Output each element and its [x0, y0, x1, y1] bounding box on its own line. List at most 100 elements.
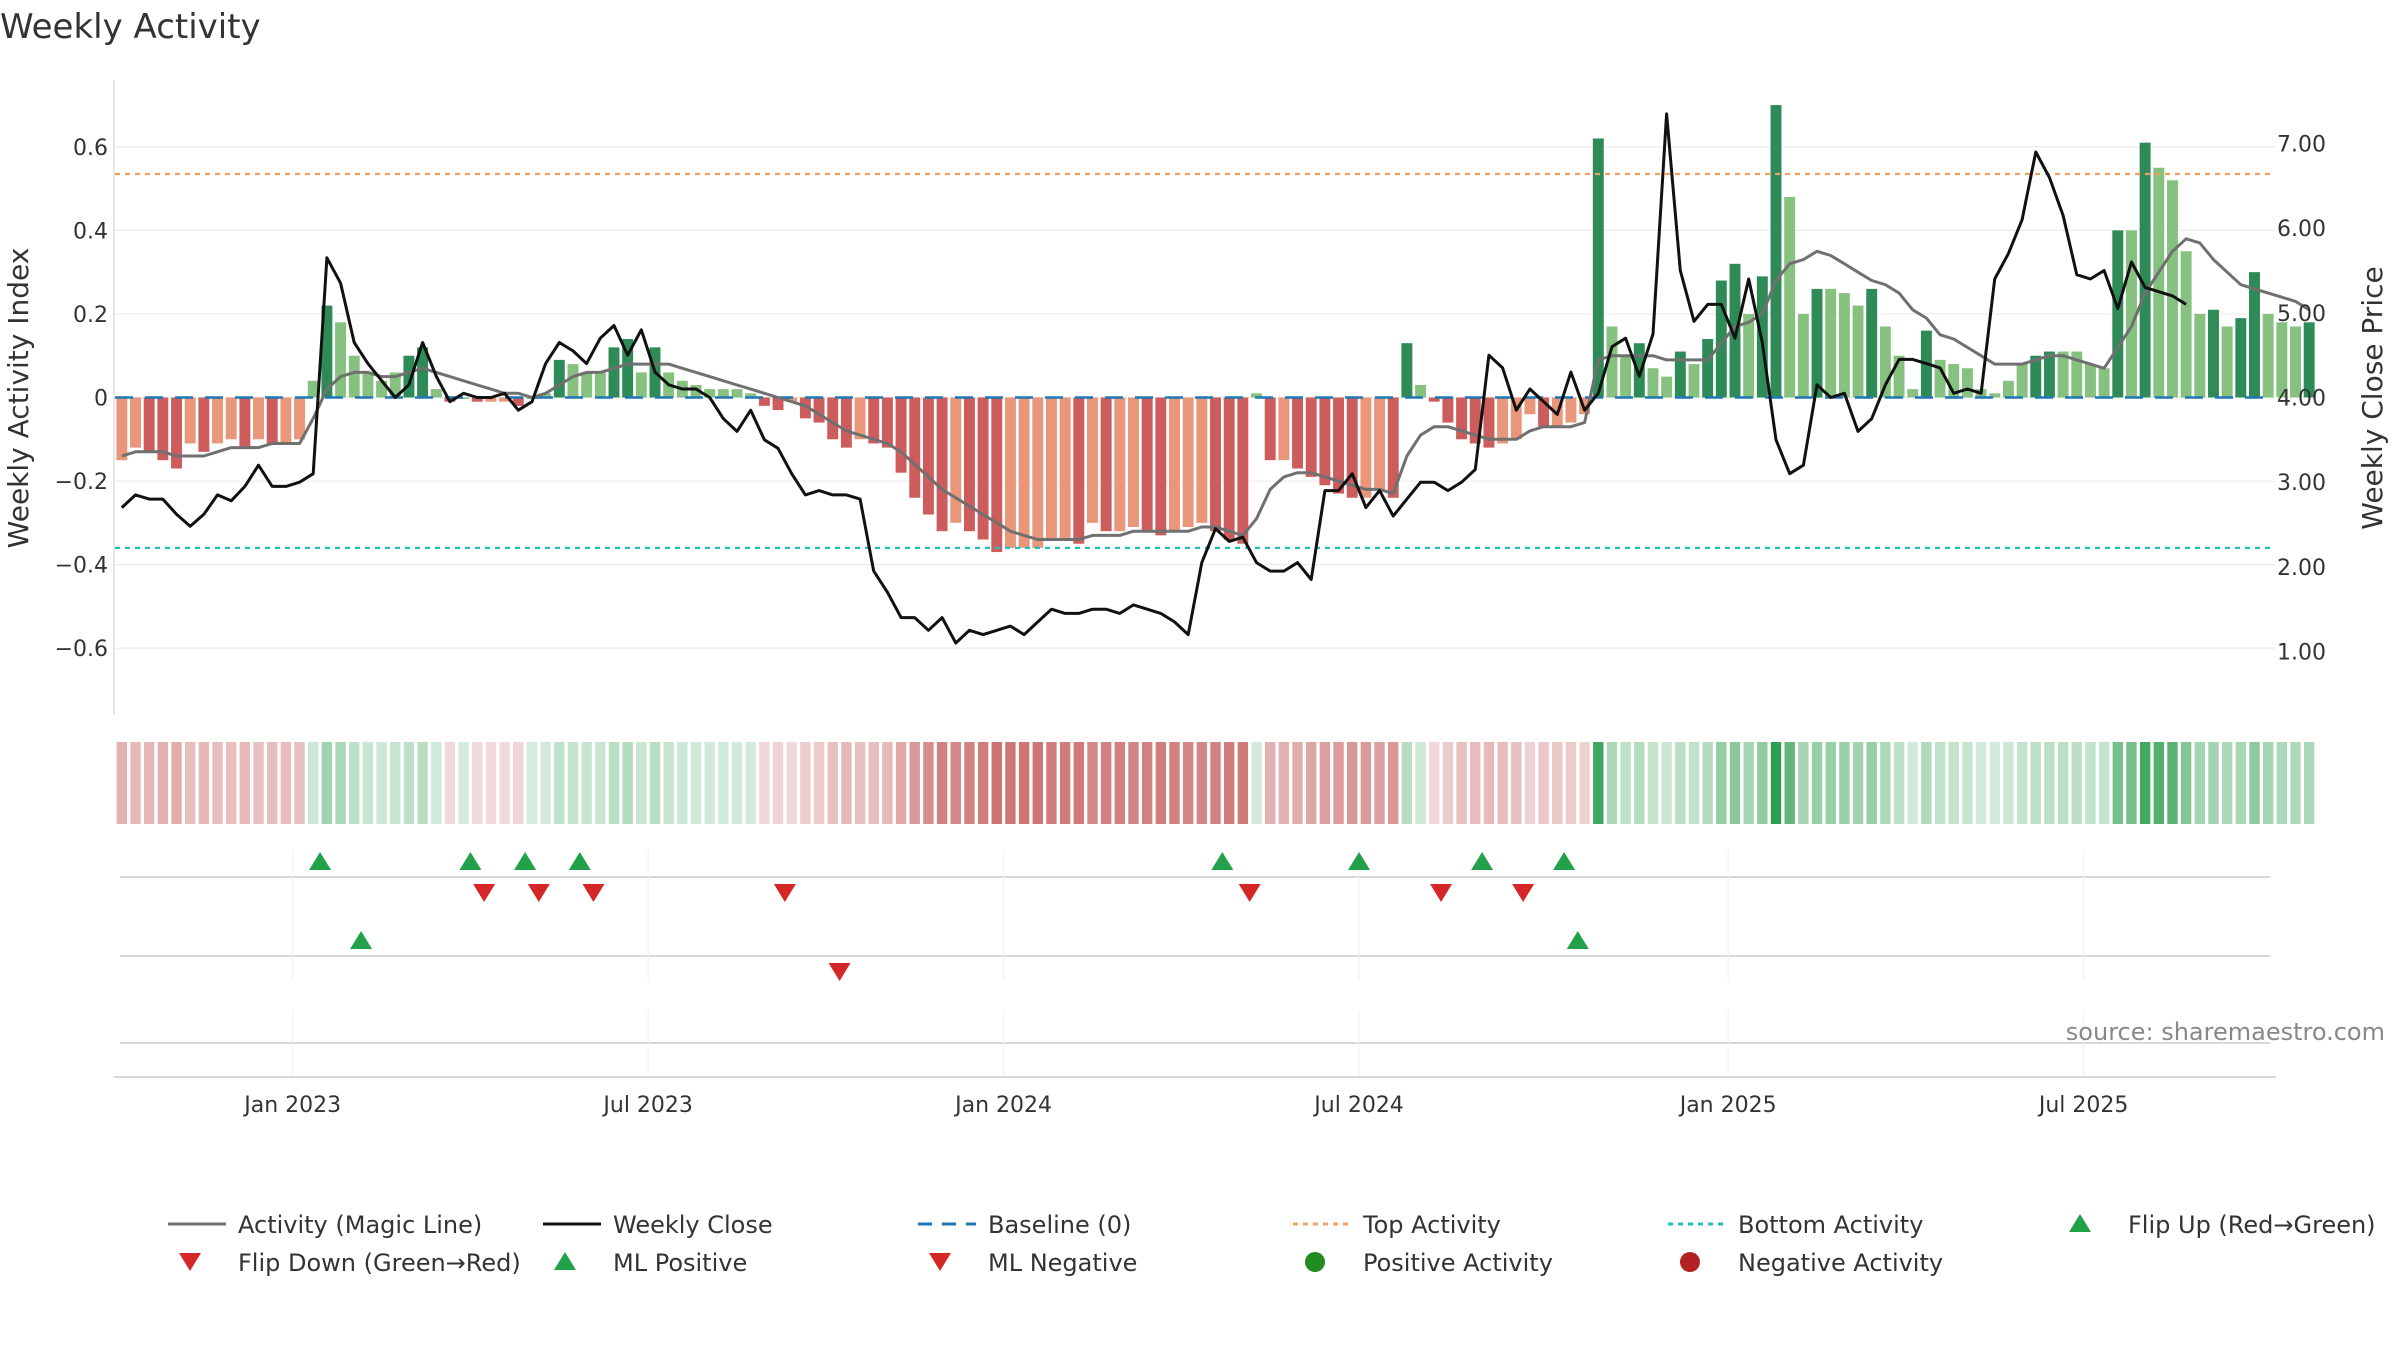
- heat-strip-cell: [308, 742, 319, 824]
- activity-bar: [499, 397, 511, 402]
- heat-strip-cell: [403, 742, 415, 824]
- y-right-tick-label: 5.00: [2277, 302, 2326, 327]
- heat-strip-cell: [1770, 742, 1782, 824]
- heat-strip-cell: [1278, 742, 1290, 824]
- heat-strip-cell: [239, 742, 251, 824]
- activity-bars: [116, 105, 2315, 553]
- activity-bar: [157, 397, 169, 461]
- y-axis-right-label: Weekly Close Price: [2356, 266, 2389, 529]
- activity-bar: [731, 389, 743, 398]
- activity-bar: [1401, 343, 1413, 398]
- activity-bar: [950, 397, 962, 523]
- heat-strip-cell: [2235, 742, 2247, 824]
- y-right-tick-label: 3.00: [2277, 471, 2326, 496]
- activity-bar: [977, 397, 989, 540]
- heat-strip-cell: [472, 742, 483, 824]
- heat-strip-cell: [1442, 742, 1454, 824]
- activity-bar: [335, 322, 347, 398]
- heat-strip-cell: [704, 742, 715, 824]
- ml-positive-marker: [350, 931, 373, 949]
- activity-bar: [895, 397, 907, 473]
- heat-strip-cell: [786, 742, 797, 824]
- y-left-tick-label: −0.4: [55, 554, 108, 579]
- activity-bar: [2071, 351, 2083, 398]
- heat-strip-cell: [1251, 742, 1262, 824]
- activity-bar: [813, 397, 825, 423]
- heat-strip-cell: [1073, 742, 1084, 824]
- legend-item: Positive Activity: [1305, 1249, 1553, 1277]
- activity-bar: [1305, 397, 1317, 477]
- heat-strip-cell: [977, 742, 989, 824]
- activity-bar: [594, 372, 606, 398]
- activity-bar: [936, 397, 948, 532]
- flip-up-marker: [514, 852, 537, 870]
- activity-bar: [2153, 167, 2165, 398]
- heat-strip-cell: [485, 742, 497, 824]
- activity-bar: [1565, 397, 1577, 423]
- heat-strip-cell: [1169, 742, 1180, 824]
- heat-strip-cell: [1319, 742, 1331, 824]
- heat-strip-cell: [349, 742, 360, 824]
- heat-strip-cell: [1264, 742, 1276, 824]
- activity-bar: [1087, 397, 1098, 523]
- heat-strip-cell: [513, 742, 524, 824]
- heat-strip-cell: [1087, 742, 1098, 824]
- heat-strip-cell: [2071, 742, 2082, 824]
- magic-line-series: [121, 237, 2310, 541]
- activity-bar: [1045, 397, 1057, 540]
- heat-strip-cell: [1552, 742, 1563, 824]
- activity-bar: [430, 389, 442, 398]
- activity-bar: [2043, 351, 2055, 398]
- heat-strip-cell: [841, 742, 852, 824]
- activity-bar: [1237, 397, 1249, 544]
- x-tick-label: Jan 2023: [242, 1093, 341, 1118]
- activity-bar: [1838, 293, 1850, 398]
- activity-bar: [1428, 397, 1440, 402]
- activity-bar: [827, 397, 839, 440]
- activity-bar: [854, 397, 866, 440]
- flip-up-marker: [1211, 852, 1234, 870]
- heat-strip-cell: [1128, 742, 1139, 824]
- activity-bar: [881, 397, 893, 448]
- activity-bar: [1770, 105, 1782, 398]
- activity-bar: [2016, 364, 2028, 398]
- activity-bar: [1073, 397, 1085, 544]
- activity-bar: [1961, 368, 1973, 398]
- heat-strip-cell: [1511, 742, 1522, 824]
- activity-bar: [1169, 397, 1180, 532]
- heat-strip-cell: [800, 742, 811, 824]
- heat-strip-cell: [1934, 742, 1946, 824]
- legend-item: ML Positive: [554, 1249, 747, 1277]
- legend-label: Bottom Activity: [1738, 1211, 1923, 1239]
- heat-strip-cell: [1675, 742, 1686, 824]
- activity-bar: [2249, 272, 2260, 398]
- heat-strip-cell: [909, 742, 920, 824]
- heat-strip-cell: [1825, 742, 1836, 824]
- heat-strip-cell: [1866, 742, 1877, 824]
- heat-strip-cell: [554, 742, 565, 824]
- activity-bar: [1510, 397, 1522, 440]
- heat-strip-cell: [1429, 742, 1440, 824]
- heat-strip-cell: [1852, 742, 1864, 824]
- legend-item: Weekly Close: [543, 1211, 773, 1239]
- y-left-tick-label: 0: [94, 387, 108, 412]
- activity-bar: [417, 347, 429, 398]
- activity-bar: [1661, 376, 1673, 398]
- activity-bar: [2098, 368, 2110, 398]
- activity-bar: [635, 372, 647, 398]
- heat-strip-cell: [2112, 742, 2123, 824]
- activity-bar: [786, 397, 798, 402]
- activity-bar: [171, 397, 182, 469]
- x-tick-label: Jul 2024: [1312, 1093, 1404, 1118]
- heat-strip-cell: [1702, 742, 1713, 824]
- y-right-tick-label: 2.00: [2277, 556, 2326, 581]
- activity-bar: [1032, 397, 1044, 548]
- activity-bar: [745, 393, 757, 398]
- legend-label: Baseline (0): [988, 1211, 1131, 1239]
- source-note: source: sharemaestro.com: [2066, 1018, 2385, 1046]
- flip-down-marker: [1238, 884, 1261, 902]
- triangle-down-icon: [179, 1253, 201, 1271]
- heat-strip-cell: [2098, 742, 2110, 824]
- flip-up-marker: [459, 852, 482, 870]
- y-right-tick-label: 6.00: [2277, 217, 2326, 242]
